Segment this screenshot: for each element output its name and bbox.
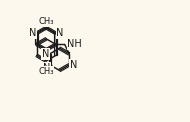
Text: N: N [56, 28, 64, 38]
Text: CH₃: CH₃ [38, 67, 54, 76]
Text: N: N [29, 28, 36, 38]
Text: NH: NH [67, 39, 82, 49]
Text: N: N [43, 63, 50, 73]
Text: CH₃: CH₃ [38, 17, 54, 26]
Text: N: N [42, 49, 49, 59]
Text: F: F [43, 16, 49, 26]
Text: N: N [70, 60, 77, 70]
